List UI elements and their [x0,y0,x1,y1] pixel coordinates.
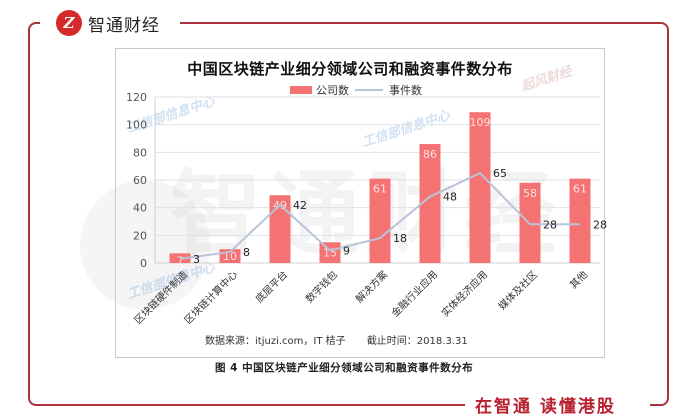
x-category-label: 数字钱包 [303,268,340,305]
line-value-label: 8 [243,246,250,259]
line-value-label: 65 [493,167,507,180]
cutoff-date: 截止时间：2018.3.31 [366,336,468,347]
chart-legend: 公司数 事件数 [290,82,422,98]
bar-value-label: 109 [470,116,491,129]
legend-bar-swatch [290,86,312,94]
y-tick-label: 0 [140,257,147,270]
brand-logo-icon: Z [56,10,82,36]
bar [369,178,391,263]
y-tick-label: 40 [133,202,147,215]
bar-value-label: 15 [323,246,337,259]
source-text: 数据来源：itjuzi.com，IT 桔子 [205,336,346,347]
legend-bar-label: 公司数 [316,84,349,97]
x-category-label: 金融行业应用 [389,268,441,320]
x-category-label: 实体经济应用 [439,268,491,320]
bar [569,178,591,263]
line-value-label: 28 [543,218,557,231]
bar [319,242,341,263]
frame-gap [465,398,650,414]
bar [419,144,441,263]
bar-value-label: 86 [423,148,437,161]
line-value-label: 18 [393,232,407,245]
brand-logo: Z 智通财经 [56,10,160,36]
line-value-label: 3 [193,253,200,266]
bar-value-label: 7 [177,254,184,267]
decorative-frame [28,22,669,406]
line-value-label: 28 [593,218,607,231]
bar-value-label: 58 [523,187,537,200]
bar-value-label: 61 [373,183,387,196]
x-category-label: 底层平台 [253,268,290,305]
line-value-label: 42 [293,199,307,212]
legend-line-label: 事件数 [389,84,422,97]
y-tick-label: 60 [133,174,147,187]
y-tick-label: 100 [126,119,147,132]
bar [269,195,291,263]
x-category-label: 其他 [567,268,590,291]
bar [469,112,491,263]
y-tick-label: 80 [133,146,147,159]
chart-title: 中国区块链产业细分领域公司和融资事件数分布 [187,60,513,78]
x-category-label: 解决方案 [353,268,390,305]
figure-caption: 图 4 中国区块链产业细分领域公司和融资事件数分布 [215,362,474,374]
y-tick-label: 120 [126,91,147,104]
line-value-label: 48 [443,191,457,204]
legend-line-swatch [355,89,383,91]
data-source: 数据来源：itjuzi.com，IT 桔子 截止时间：2018.3.31 [205,332,468,347]
x-category-label: 区块链硬件制造 [131,268,190,327]
line-series [179,171,580,260]
y-tick-label: 20 [133,229,147,242]
x-category-label: 媒体及社区 [496,268,541,313]
x-category-label: 区块链计算中心 [181,268,240,327]
brand-name: 智通财经 [88,15,160,36]
bar-value-label: 61 [573,183,587,196]
brand-slogan: 在智通 读懂港股 [475,397,616,417]
line-value-label: 9 [343,245,350,258]
